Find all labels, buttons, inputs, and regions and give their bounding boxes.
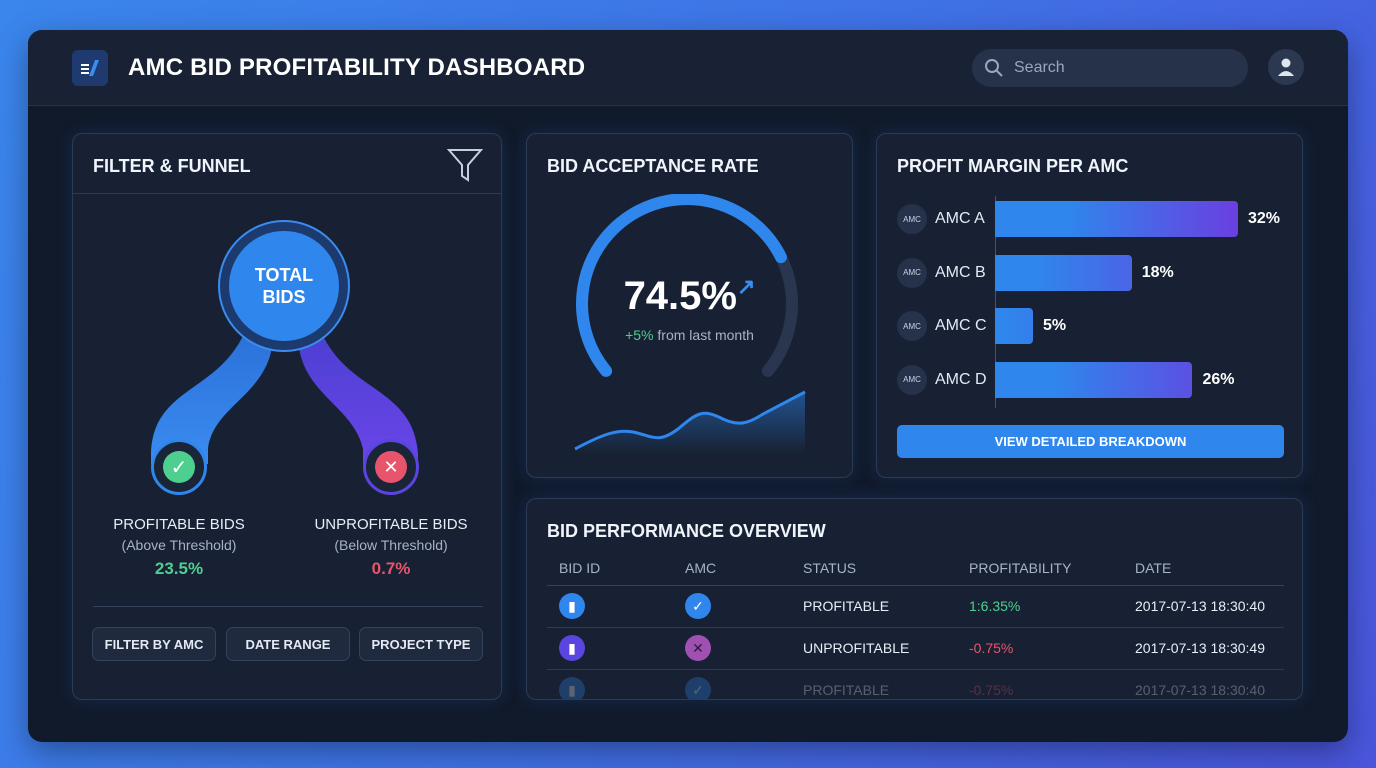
table-row[interactable]: ▮ ✓ PROFITABLE -0.75% 2017-07-13 18:30:4… [547,669,1284,699]
bid-performance-panel: BID PERFORMANCE OVERVIEW BID ID AMC STAT… [526,498,1303,700]
profitability-cell: 1:6.35% [957,585,1123,628]
amc-icon: AMC [897,204,927,234]
column-header[interactable]: AMC [673,551,791,586]
acceptance-value: 74.5% [623,274,737,318]
filter-by-amc-button[interactable]: FILTER BY AMC [92,627,216,661]
bar-chart-icon: ▮ [559,635,585,661]
amc-value: 32% [1248,210,1281,227]
profitable-bids-stat: PROFITABLE BIDS (Above Threshold) 23.5% [79,516,279,579]
project-type-button[interactable]: PROJECT TYPE [359,627,483,661]
status-cell: UNPROFITABLE [791,627,957,670]
header: AMC BID PROFITABILITY DASHBOARD Search [28,30,1348,106]
amc-icon: AMC [897,257,927,288]
table-row[interactable]: ▮ ✕ UNPROFITABLE -0.75% 2017-07-13 18:30… [547,627,1284,670]
amc-name: AMC B [935,263,986,281]
profit-margin-panel: PROFIT MARGIN PER AMC AMC AMC A 32% AMC A… [876,133,1303,478]
date-cell: 2017-07-13 18:30:40 [1123,585,1284,628]
user-avatar[interactable] [1268,49,1304,85]
amc-bar-row[interactable]: AMC AMC A 32% [897,201,1280,237]
total-label: TOTAL [254,265,314,285]
unprofitable-sub: (Below Threshold) [334,537,448,553]
unprofitable-value: 0.7% [371,559,411,578]
amc-value: 18% [1141,263,1174,281]
amc-bar [995,308,1033,344]
dashboard-window: AMC BID PROFITABILITY DASHBOARD Search F… [28,30,1348,742]
amc-bar [995,254,1132,291]
profitability-cell: -0.75% [957,627,1123,670]
view-detailed-breakdown-button[interactable]: VIEW DETAILED BREAKDOWN [897,425,1284,458]
panel-title: BID PERFORMANCE OVERVIEW [547,521,826,541]
search-icon [985,59,1003,77]
check-icon: ✓ [685,593,711,619]
amc-bar-row[interactable]: AMC AMC B 18% [897,254,1174,291]
gauge-fill [576,194,787,377]
change-value: +5% [625,327,654,343]
page-title: AMC BID PROFITABILITY DASHBOARD [128,54,586,81]
funnel-icon[interactable] [447,148,483,182]
status-cell: PROFITABLE [791,585,957,628]
acceptance-gauge [576,194,798,377]
app-logo-icon [72,50,108,86]
bar-chart-icon: ▮ [559,677,585,699]
filter-funnel-panel: FILTER & FUNNEL TOTAL BIDS ✓ ✕ PROFITABL… [72,133,502,700]
amc-value: 5% [1042,317,1067,334]
column-header[interactable]: STATUS [791,551,957,586]
amc-bar [995,361,1193,398]
bid-acceptance-panel: BID ACCEPTANCE RATE 74.5%↗ +5% from last… [526,133,853,478]
funnel-diagram [151,324,418,464]
trend-sparkline [574,390,806,454]
amc-bar-row[interactable]: AMC AMC C 5% [897,308,1066,344]
bar-chart-icon: ▮ [559,593,585,619]
panel-title: FILTER & FUNNEL [93,156,251,176]
column-header[interactable]: BID ID [547,551,673,586]
amc-value: 26% [1202,370,1235,388]
profitable-value: 23.5% [154,559,204,578]
date-range-button[interactable]: DATE RANGE [226,627,350,661]
amc-bar [995,201,1238,237]
amc-name: AMC D [935,370,987,388]
amc-name: AMC C [935,317,987,334]
check-icon: ✓ [151,439,207,495]
arrow-up-right-icon: ↗ [736,274,756,299]
status-cell: PROFITABLE [791,669,957,699]
amc-icon: AMC [897,364,927,395]
profitability-cell: -0.75% [957,669,1123,699]
date-cell: 2017-07-13 18:30:49 [1123,627,1284,670]
date-cell: 2017-07-13 18:30:40 [1123,669,1284,699]
profitable-label: PROFITABLE BIDS [113,516,245,533]
amc-icon: AMC [897,311,927,341]
user-icon [1278,58,1294,76]
search-placeholder: Search [1014,59,1065,76]
check-icon: ✓ [685,677,711,699]
bid-table: BID ID AMC STATUS PROFITABILITY DATE ▮ ✓… [547,551,1284,699]
amc-bar-row[interactable]: AMC AMC D 26% [897,361,1235,398]
amc-name: AMC A [935,210,985,227]
panel-title: BID ACCEPTANCE RATE [547,156,759,176]
search-input[interactable]: Search [972,49,1248,87]
column-header[interactable]: PROFITABILITY [957,551,1123,586]
unprofitable-bids-stat: UNPROFITABLE BIDS (Below Threshold) 0.7% [291,516,491,579]
table-row[interactable]: ▮ ✓ PROFITABLE 1:6.35% 2017-07-13 18:30:… [547,585,1284,628]
total-bids-node: TOTAL BIDS [218,220,350,352]
panel-title: PROFIT MARGIN PER AMC [897,156,1129,176]
change-label: from last month [653,327,754,343]
column-header[interactable]: DATE [1123,551,1284,586]
x-icon: ✕ [363,439,419,495]
x-icon: ✕ [685,635,711,661]
profitable-sub: (Above Threshold) [121,537,237,553]
unprofitable-label: UNPROFITABLE BIDS [314,516,468,533]
total-label-2: BIDS [262,287,306,307]
